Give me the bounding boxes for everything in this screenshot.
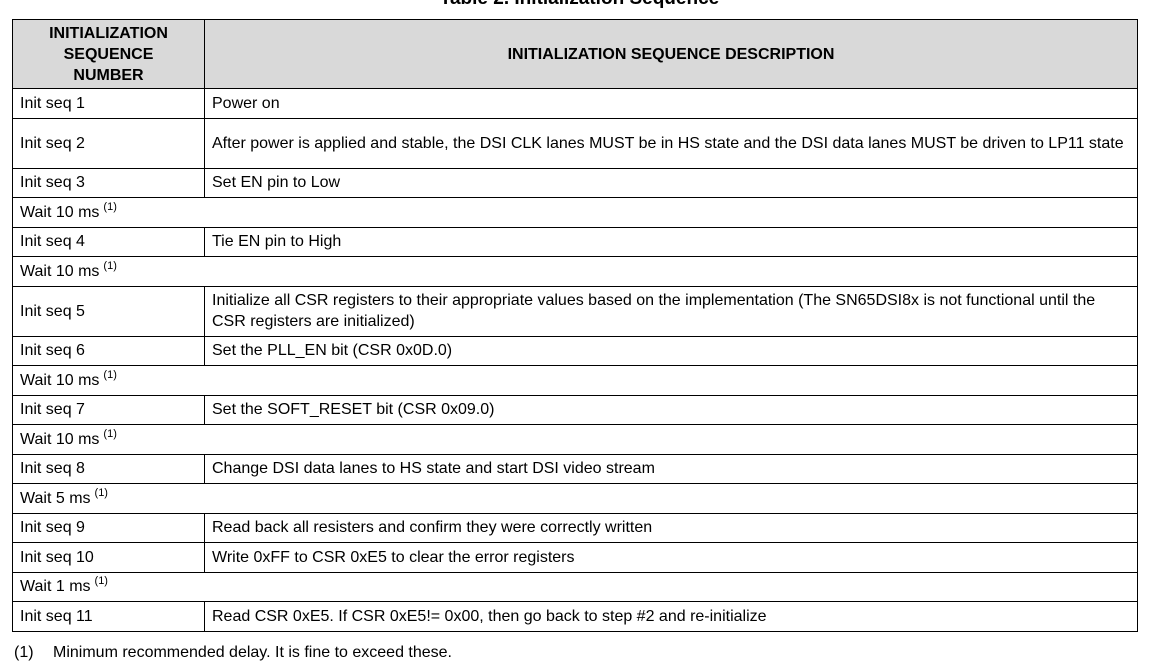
sequence-description-cell: After power is applied and stable, the D… (204, 117, 1138, 169)
sequence-description-cell: Set the SOFT_RESET bit (CSR 0x09.0) (204, 394, 1138, 425)
sequence-number-cell: Init seq 9 (12, 512, 205, 543)
footnote: (1) Minimum recommended delay. It is fine… (14, 644, 452, 662)
wait-row: Wait 5 ms (1) (12, 483, 1138, 514)
sequence-number-cell: Init seq 5 (12, 285, 205, 337)
wait-cell: Wait 1 ms (1) (12, 571, 1138, 602)
footnote-ref: (1) (103, 368, 117, 381)
wait-cell: Wait 10 ms (1) (12, 256, 1138, 287)
sequence-number-cell: Init seq 3 (12, 167, 205, 198)
table-row: Init seq 3 Set EN pin to Low (12, 167, 1138, 198)
wait-row: Wait 10 ms (1) (12, 424, 1138, 455)
wait-text: Wait 10 ms (20, 203, 100, 221)
sequence-description-cell: Tie EN pin to High (204, 226, 1138, 257)
wait-cell: Wait 10 ms (1) (12, 365, 1138, 396)
table-row: Init seq 6 Set the PLL_EN bit (CSR 0x0D.0… (12, 335, 1138, 366)
sequence-number-cell: Init seq 1 (12, 88, 205, 119)
footnote-marker: (1) (14, 644, 34, 661)
footnote-ref: (1) (94, 486, 108, 499)
footnote-ref: (1) (94, 575, 108, 588)
table-row: Init seq 8 Change DSI data lanes to HS st… (12, 453, 1138, 484)
table-row: Init seq 10 Write 0xFF to CSR 0xE5 to cle… (12, 542, 1138, 573)
sequence-number-cell: Init seq 8 (12, 453, 205, 484)
wait-row: Wait 1 ms (1) (12, 571, 1138, 602)
table-row: Init seq 5 Initialize all CSR registers t… (12, 285, 1138, 337)
wait-row: Wait 10 ms (1) (12, 256, 1138, 287)
wait-text: Wait 10 ms (20, 430, 100, 448)
wait-text: Wait 10 ms (20, 371, 100, 389)
sequence-description-cell: Set EN pin to Low (204, 167, 1138, 198)
sequence-description-cell: Read back all resisters and confirm they… (204, 512, 1138, 543)
sequence-number-cell: Init seq 10 (12, 542, 205, 573)
sequence-description-cell: Write 0xFF to CSR 0xE5 to clear the erro… (204, 542, 1138, 573)
table-row: Init seq 2 After power is applied and sta… (12, 117, 1138, 169)
sequence-description-cell: Initialize all CSR registers to their ap… (204, 285, 1138, 337)
footnote-ref: (1) (103, 259, 117, 272)
sequence-number-cell: Init seq 2 (12, 117, 205, 169)
wait-cell: Wait 10 ms (1) (12, 424, 1138, 455)
table-title: Table 2. Initialization Sequence (0, 0, 1159, 10)
table-row: Init seq 1 Power on (12, 88, 1138, 119)
wait-cell: Wait 10 ms (1) (12, 197, 1138, 228)
sequence-number-cell: Init seq 11 (12, 601, 205, 632)
footnote-ref: (1) (103, 427, 117, 440)
wait-text: Wait 10 ms (20, 262, 100, 280)
wait-row: Wait 10 ms (1) (12, 197, 1138, 228)
sequence-description-cell: Read CSR 0xE5. If CSR 0xE5!= 0x00, then … (204, 601, 1138, 632)
wait-text: Wait 5 ms (20, 489, 91, 507)
table-row: Init seq 11 Read CSR 0xE5. If CSR 0xE5!= … (12, 601, 1138, 632)
wait-cell: Wait 5 ms (1) (12, 483, 1138, 514)
sequence-description-cell: Change DSI data lanes to HS state and st… (204, 453, 1138, 484)
header-row: INITIALIZATION SEQUENCE NUMBER INITIALIZ… (12, 19, 1138, 89)
table-row: Init seq 7 Set the SOFT_RESET bit (CSR 0x… (12, 394, 1138, 425)
sequence-number-cell: Init seq 6 (12, 335, 205, 366)
wait-text: Wait 1 ms (20, 578, 91, 596)
sequence-number-cell: Init seq 4 (12, 226, 205, 257)
table-row: Init seq 4 Tie EN pin to High (12, 226, 1138, 257)
table-row: Init seq 9 Read back all resisters and co… (12, 512, 1138, 543)
header-sequence-description: INITIALIZATION SEQUENCE DESCRIPTION (204, 19, 1138, 89)
initialization-sequence-table: INITIALIZATION SEQUENCE NUMBER INITIALIZ… (12, 19, 1138, 632)
sequence-number-cell: Init seq 7 (12, 394, 205, 425)
header-sequence-number: INITIALIZATION SEQUENCE NUMBER (12, 19, 205, 89)
footnote-text: Minimum recommended delay. It is fine to… (53, 644, 452, 661)
sequence-description-cell: Power on (204, 88, 1138, 119)
footnote-ref: (1) (103, 200, 117, 213)
sequence-description-cell: Set the PLL_EN bit (CSR 0x0D.0) (204, 335, 1138, 366)
wait-row: Wait 10 ms (1) (12, 365, 1138, 396)
